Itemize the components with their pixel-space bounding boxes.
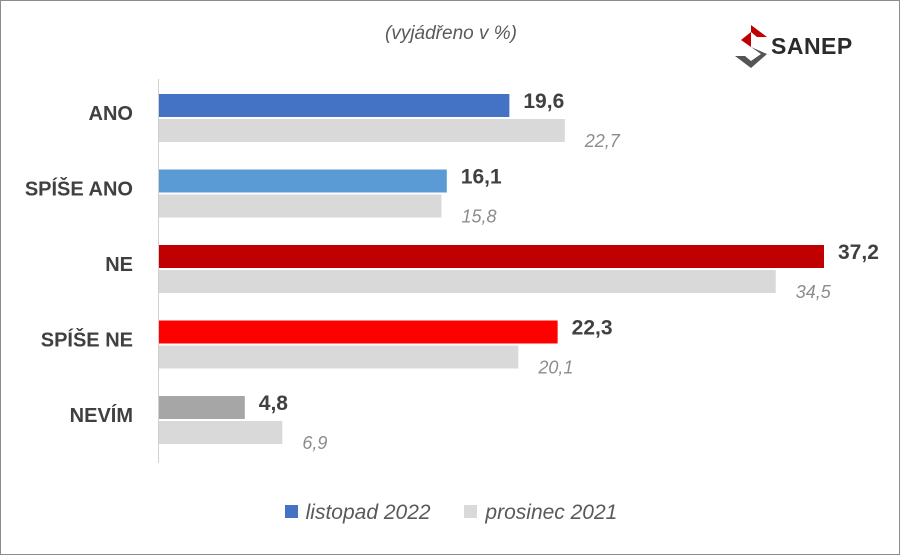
bar-chart: ANO SPÍŠE ANO NE SPÍŠE NE NEVÍM 19,6 22,7 16,1… [25,79,879,463]
bar-prosinec-2021-spise-ne [159,345,519,369]
category-label-nevim: NEVÍM [70,404,133,427]
bar-listopad-2022-ne [159,245,824,268]
value-label-listopad-2022-nevim: 4,8 [259,392,289,415]
legend-swatch-prosinec-2021 [464,505,478,518]
bar-prosinec-2021-spise-ano [159,194,442,218]
bar-listopad-2022-spise-ano [159,169,447,193]
value-label-prosinec-2021-ano: 22,7 [584,131,621,151]
bar-listopad-2022-nevim [159,396,245,419]
category-label-ano: ANO [89,103,133,125]
bars-group [159,94,824,444]
value-label-prosinec-2021-spise-ano: 15,8 [461,207,496,227]
value-label-prosinec-2021-ne: 34,5 [796,282,832,302]
category-label-spise-ne: SPÍŠE NE [41,328,133,352]
bar-listopad-2022-ano [159,94,510,117]
value-label-listopad-2022-spise-ne: 22,3 [572,317,613,340]
category-labels: ANO SPÍŠE ANO NE SPÍŠE NE NEVÍM [25,103,133,427]
sanep-logo-text: SANEP [771,33,853,59]
legend-item-prosinec-2021: prosinec 2021 [464,501,617,525]
sanep-logo: SANEP [731,23,871,73]
value-labels: 19,6 22,7 16,1 15,8 37,2 34,5 22,3 20,1 4,8 6,9 [259,90,879,453]
legend-swatch-listopad-2022 [284,505,298,518]
value-label-listopad-2022-ano: 19,6 [523,90,564,113]
legend-item-listopad-2022: listopad 2022 [284,501,431,525]
bar-prosinec-2021-nevim [159,421,283,444]
legend: listopad 2022 prosinec 2021 [1,501,900,525]
legend-label-prosinec-2021: prosinec 2021 [485,501,618,524]
sanep-logo-icon [735,25,767,68]
chart-subtitle: (vyjádřeno v %) [385,23,517,44]
legend-label-listopad-2022: listopad 2022 [305,501,431,524]
bar-prosinec-2021-ano [159,119,565,142]
bar-listopad-2022-spise-ne [159,320,558,344]
value-label-prosinec-2021-spise-ne: 20,1 [537,358,573,378]
value-label-listopad-2022-ne: 37,2 [838,241,879,264]
value-label-listopad-2022-spise-ano: 16,1 [461,166,502,189]
value-label-prosinec-2021-nevim: 6,9 [302,433,327,453]
bar-prosinec-2021-ne [159,270,776,293]
category-label-spise-ano: SPÍŠE ANO [25,177,133,201]
category-label-ne: NE [105,254,133,276]
